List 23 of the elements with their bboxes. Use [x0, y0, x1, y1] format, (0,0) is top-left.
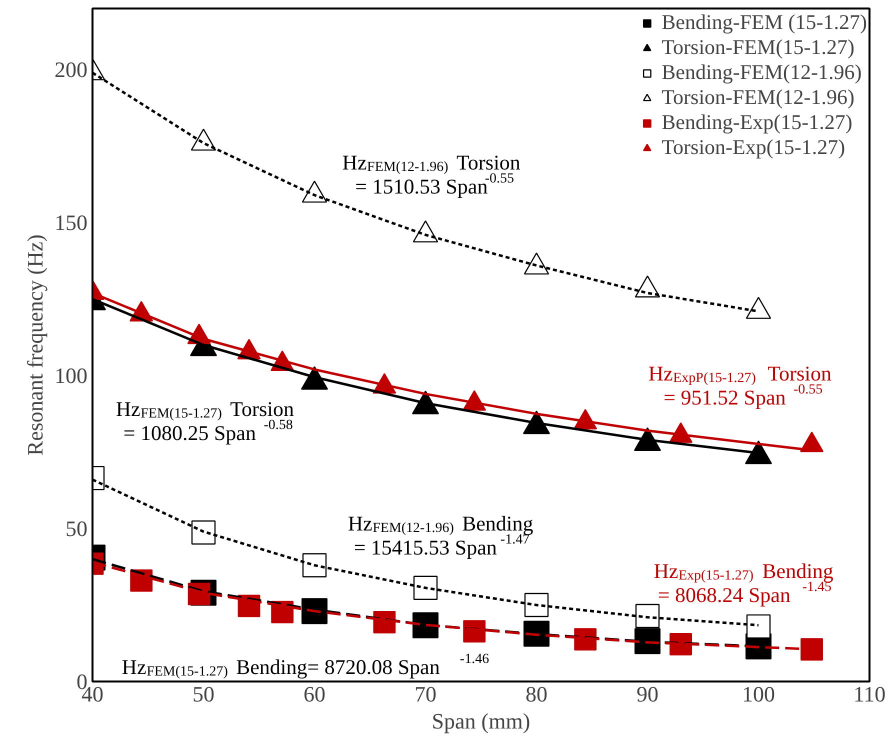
x-tick-label: 50 — [192, 682, 214, 706]
annotation: HzExpP(15-1.27) Torsion = 951.52 Span -0.55 — [648, 362, 832, 410]
legend-label: Torsion-FEM(12-1.96) — [662, 85, 854, 110]
legend-label: Bending-Exp(15-1.27) — [662, 110, 852, 135]
x-tick-label: 90 — [636, 682, 658, 706]
annotation: HzFEM(15-1.27) Bending= 8720.08 Span -1.46 — [122, 652, 490, 680]
x-tick-label: 110 — [853, 682, 886, 706]
y-tick-label: 100 — [54, 363, 88, 388]
legend-label: Torsion-Exp(15-1.27) — [662, 135, 846, 160]
y-axis-title: Resonant frequency (Hz) — [22, 234, 48, 456]
legend-label: Torsion-FEM(15-1.27) — [662, 35, 854, 60]
x-tick-label: 70 — [414, 682, 436, 706]
x-tick-label: 80 — [526, 682, 548, 706]
y-tick-label: 200 — [54, 57, 88, 82]
y-tick-label: 150 — [54, 210, 88, 236]
legend-label: Bending-FEM (15-1.27) — [662, 10, 867, 35]
x-tick-label: 100 — [742, 682, 775, 706]
legend-label: Bending-FEM(12-1.96) — [662, 60, 862, 85]
x-axis-title: Span (mm) — [432, 708, 530, 734]
annotation: HzFEM(15-1.27) Torsion = 1080.25 Span -0.58 — [116, 396, 294, 445]
y-tick-label: 50 — [66, 516, 88, 542]
x-tick-label: 60 — [304, 682, 326, 706]
annotation: HzExp(15-1.27) Bending = 8068.24 Span -1.45 — [654, 558, 834, 607]
